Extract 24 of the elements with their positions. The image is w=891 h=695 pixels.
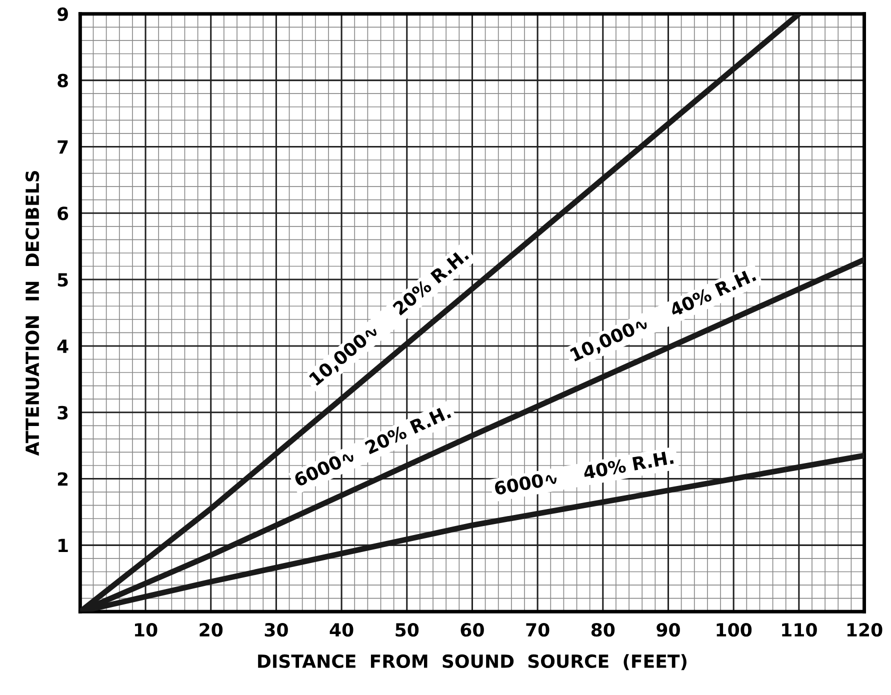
y-tick-label: 3 — [58, 406, 68, 420]
x-tick-label: 10 — [135, 623, 158, 637]
y-tick-label: 4 — [57, 340, 68, 353]
y-tick-label: 1 — [58, 538, 68, 552]
y-tick-label: 6 — [58, 206, 68, 220]
x-tick-label: 40 — [330, 623, 354, 637]
y-tick-label: 7 — [58, 140, 68, 154]
x-tick-label: 20 — [200, 623, 223, 637]
x-tick-label: 120 — [847, 623, 882, 637]
y-tick-label: 2 — [58, 472, 68, 486]
x-tick-label: 50 — [396, 623, 419, 637]
y-tick-label: 8 — [58, 74, 68, 88]
x-tick-label: 70 — [526, 623, 550, 637]
x-tick-label: 60 — [460, 623, 484, 637]
y-tick-label: 9 — [57, 7, 68, 22]
x-tick-label: 100 — [716, 623, 752, 637]
x-tick-label: 30 — [264, 623, 288, 637]
y-axis-title: ATTENUATION IN DECIBELS — [25, 171, 40, 456]
y-tick-label: 5 — [58, 273, 68, 287]
x-tick-label: 110 — [782, 623, 817, 637]
x-axis-title: DISTANCE FROM SOUND SOURCE (FEET) — [258, 654, 686, 670]
x-tick-label: 90 — [656, 623, 680, 637]
x-tick-label: 80 — [591, 623, 615, 637]
annotation: 6000∿ 40% R.H. — [494, 450, 674, 496]
